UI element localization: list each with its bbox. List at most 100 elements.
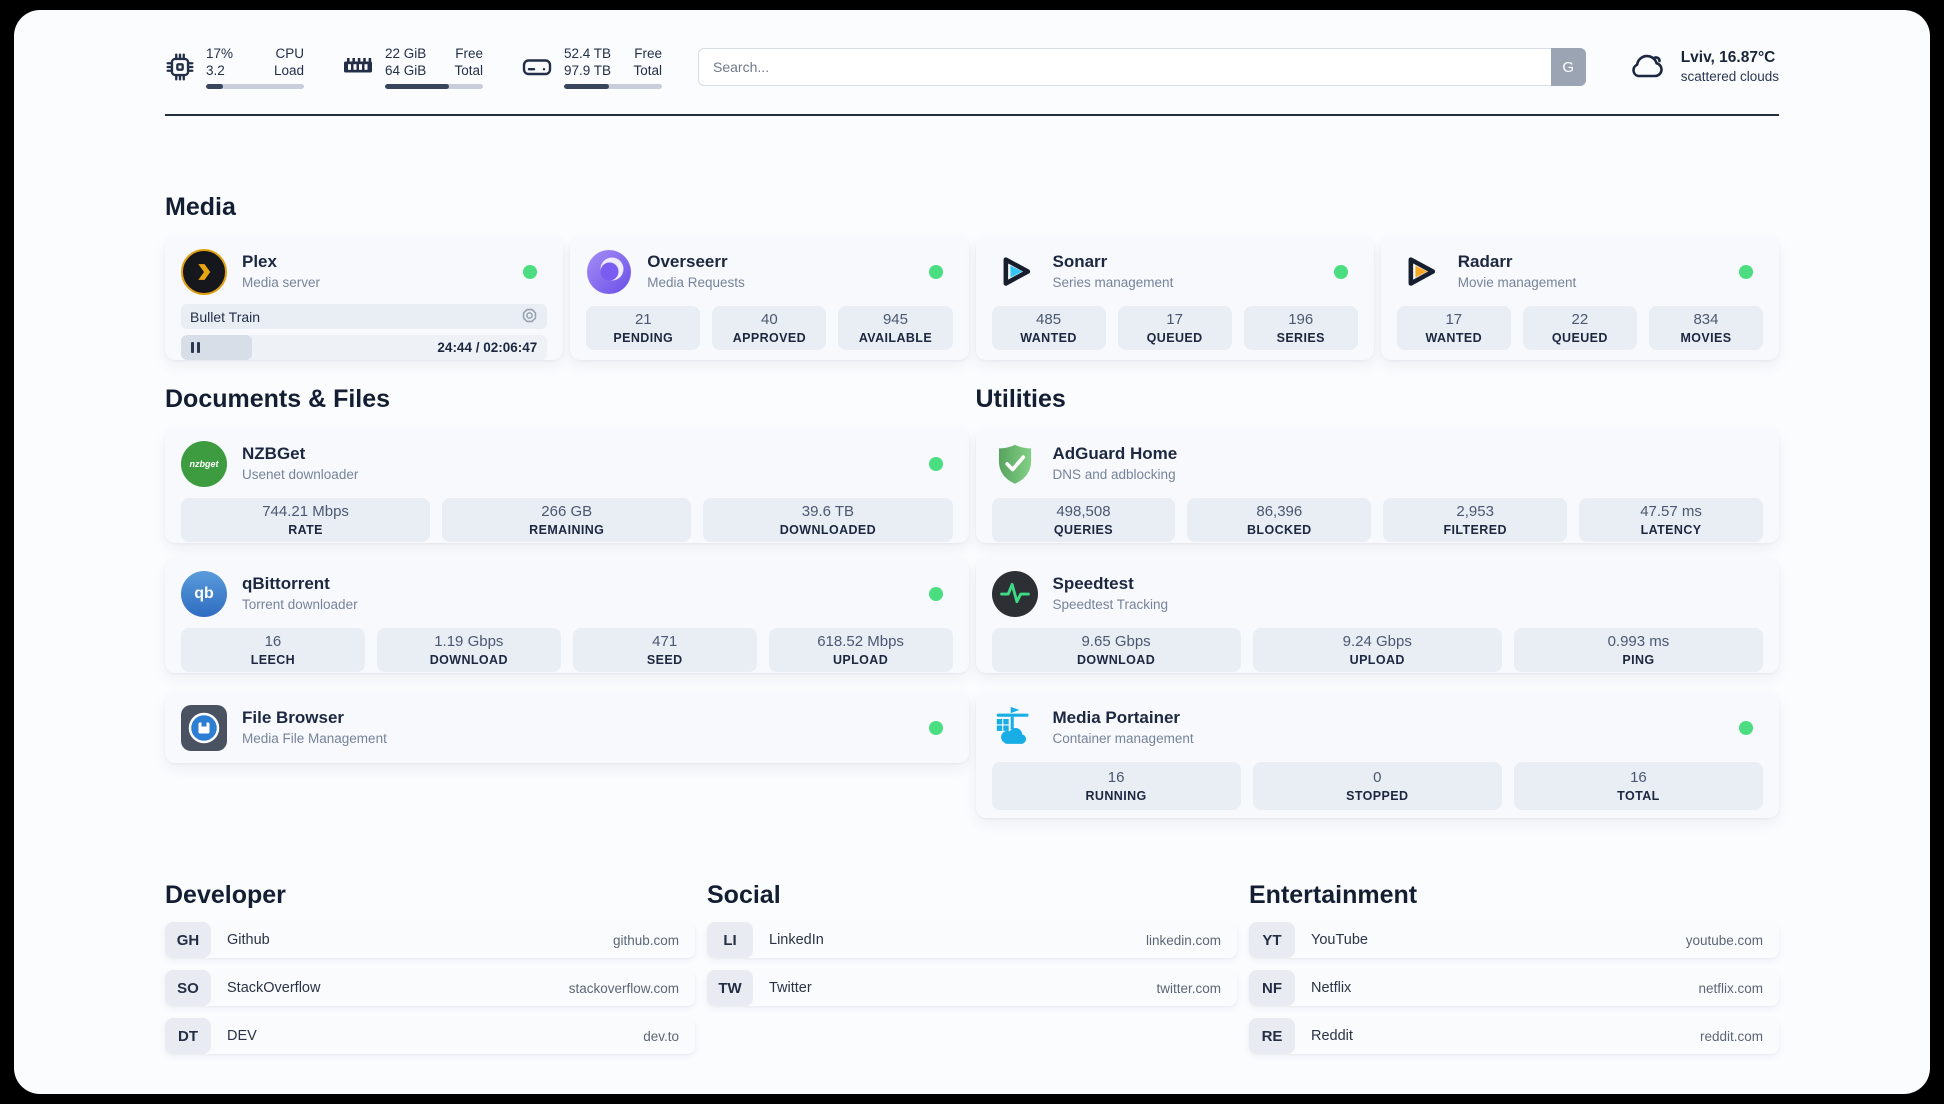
radarr-card[interactable]: Radarr Movie management 17 WANTED 22 QUEUE… [1380,236,1779,360]
link-stackoverflow[interactable]: SO StackOverflow stackoverflow.com [165,970,695,1006]
status-online-dot [1333,265,1348,279]
app-name: Plex [242,252,277,271]
playback-time: 24:44 / 02:06:47 [437,340,538,355]
stat-queries: 498,508 QUERIES [991,498,1176,542]
app-description: Torrent downloader [242,597,358,612]
status-online-dot [523,265,538,279]
stat-seed: 471 SEED [572,628,757,672]
memory-total-value: 64 GiB [385,63,427,78]
stat-ping: 0.993 ms PING [1513,628,1763,672]
memory-total-label: Total [454,63,483,78]
link-name: DEV [227,1028,257,1044]
link-reddit[interactable]: RE Reddit reddit.com [1249,1018,1779,1054]
cpu-load-label: Load [273,63,304,78]
app-description: Series management [1052,275,1174,290]
stat-queued: 17 QUEUED [1117,306,1232,350]
status-online-dot [1739,265,1753,279]
weather-widget: Lviv, 16.87°C scattered clouds [1626,48,1779,86]
app-name: Media Portainer [1052,708,1181,727]
disk-free-label: Free [634,46,662,61]
memory-icon [342,55,374,79]
radarr-icon [1397,249,1443,295]
stat-upload: 618.52 Mbps UPLOAD [768,628,953,672]
disk-icon [521,54,553,80]
header-divider [165,114,1779,116]
stat-downloaded: 39.6 TB DOWNLOADED [703,498,953,542]
app-name: File Browser [242,707,345,727]
link-name: Twitter [769,980,812,996]
stat-wanted: 485 WANTED [991,306,1106,350]
stat-blocked: 86,396 BLOCKED [1187,498,1372,542]
now-playing-row: Bullet Train [181,304,548,329]
plex-card[interactable]: Plex Media server Bullet Train [165,236,564,360]
link-abbr: LI [707,922,753,958]
dashboard-page: 17% 3.2 CPU Load [14,10,1930,1094]
link-url: netflix.com [1698,980,1763,996]
nzbget-card[interactable]: nzbget NZBGet Usenet downloader 744.21 M… [165,428,969,543]
now-playing-title: Bullet Train [190,308,261,325]
app-name: Radarr [1457,252,1513,271]
link-linkedin[interactable]: LI LinkedIn linkedin.com [707,922,1237,958]
stat-approved: 40 APPROVED [712,306,827,350]
stat-wanted: 17 WANTED [1396,306,1511,350]
stat-remaining: 266 GB REMAINING [442,498,692,542]
section-title-entertainment: Entertainment [1249,881,1418,909]
media-type-icon [521,307,538,327]
link-url: twitter.com [1156,980,1221,996]
app-name: Speedtest [1052,574,1134,593]
link-url: dev.to [643,1028,679,1044]
stat-stopped: 0 STOPPED [1252,762,1502,810]
speedtest-icon [991,571,1038,617]
disk-total-label: Total [633,63,662,78]
app-description: Usenet downloader [242,467,359,482]
section-title-media: Media [165,193,236,221]
stat-running: 16 RUNNING [991,762,1241,810]
speedtest-card[interactable]: Speedtest Speedtest Tracking 9.65 Gbps DO… [975,558,1779,673]
filebrowser-card[interactable]: File Browser Media File Management [165,692,969,763]
search-engine-button[interactable]: G [1550,48,1586,86]
stat-latency: 47.57 ms LATENCY [1579,498,1763,542]
stat-available: 945 AVAILABLE [838,306,953,350]
section-title-developer: Developer [165,881,286,909]
link-abbr: RE [1249,1018,1295,1054]
disk-progress-bar [564,84,662,89]
app-description: Speedtest Tracking [1052,597,1169,612]
stat-download: 9.65 Gbps DOWNLOAD [991,628,1241,672]
system-stats: 17% 3.2 CPU Load [165,45,662,89]
pause-icon [191,342,201,353]
memory-free-value: 22 GiB [385,46,427,61]
search-bar: G [698,48,1586,86]
status-online-dot [1739,721,1753,735]
section-title-documents: Documents & Files [165,385,391,413]
link-abbr: NF [1249,970,1295,1006]
weather-condition: scattered clouds [1680,69,1779,84]
section-title-utilities: Utilities [975,385,1066,413]
adguard-icon [992,441,1038,487]
link-github[interactable]: GH Github github.com [165,922,695,958]
overseerr-card[interactable]: Overseerr Media Requests 21 PENDING 40 APP… [570,236,969,360]
stat-upload: 9.24 Gbps UPLOAD [1252,628,1502,672]
link-twitter[interactable]: TW Twitter twitter.com [707,970,1237,1006]
link-name: Github [227,932,270,948]
stat-leech: 16 LEECH [181,628,365,672]
link-url: youtube.com [1685,932,1763,948]
overseerr-icon [586,249,632,295]
qbittorrent-card[interactable]: qb qBittorrent Torrent downloader 16 LEEC… [165,558,969,673]
app-description: Media server [242,275,321,290]
link-netflix[interactable]: NF Netflix netflix.com [1249,970,1779,1006]
link-youtube[interactable]: YT YouTube youtube.com [1249,922,1779,958]
adguard-card[interactable]: AdGuard Home DNS and adblocking 498,508 Q… [975,428,1779,543]
app-description: DNS and adblocking [1052,467,1176,482]
search-input[interactable] [698,48,1586,86]
memory-free-label: Free [455,46,483,61]
app-name: Sonarr [1052,252,1108,271]
top-bar: 17% 3.2 CPU Load [165,36,1779,98]
cpu-label: CPU [275,46,304,61]
link-name: Reddit [1311,1028,1353,1044]
playback-progress: 24:44 / 02:06:47 [181,335,548,360]
sonarr-card[interactable]: Sonarr Series management 485 WANTED 17 QUE… [975,236,1374,360]
link-url: stackoverflow.com [568,980,679,996]
portainer-card[interactable]: Media Portainer Container management 16 R… [975,692,1779,818]
link-dev[interactable]: DT DEV dev.to [165,1018,695,1054]
app-name: qBittorrent [242,574,330,593]
